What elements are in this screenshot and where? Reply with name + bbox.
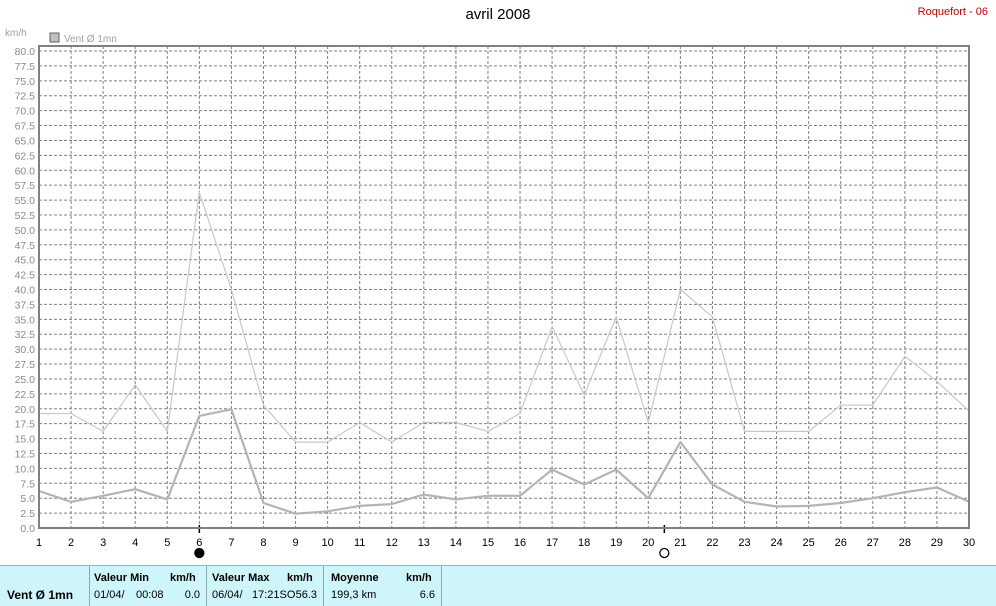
y-tick-label: 40.0 <box>15 285 36 297</box>
avg-unit: km/h <box>406 572 432 584</box>
y-tick-label: 12.5 <box>15 448 36 460</box>
x-tick-label: 3 <box>100 537 106 549</box>
avg-value: 6.6 <box>419 589 435 601</box>
x-tick-label: 15 <box>482 537 494 549</box>
y-tick-label: 55.0 <box>15 195 36 207</box>
wind-chart: 0.0 2.5 5.0 7.5 10.0 12.5 15.0 17.5 20.0 22.5 25.0… <box>5 28 975 559</box>
grid <box>39 46 969 528</box>
y-tick-label: 60.0 <box>15 165 36 177</box>
series-line-max <box>39 191 970 443</box>
y-tick-label: 17.5 <box>15 419 36 431</box>
x-tick-label: 4 <box>132 537 138 549</box>
min-date: 01/04/ <box>94 589 125 601</box>
max-unit: km/h <box>287 572 313 584</box>
y-tick-label: 57.5 <box>15 180 36 192</box>
y-axis-ticks: 0.0 2.5 5.0 7.5 10.0 12.5 15.0 17.5 20.0 22.5 25.0… <box>15 46 36 535</box>
y-tick-label: 2.5 <box>20 508 35 520</box>
stats-series-name: Vent Ø 1mn <box>7 588 74 602</box>
y-tick-label: 5.0 <box>20 493 35 505</box>
y-tick-label: 7.5 <box>20 478 35 490</box>
y-tick-label: 72.5 <box>15 91 36 103</box>
max-value: 56.3 <box>295 589 317 601</box>
x-tick-label: 20 <box>642 537 654 549</box>
x-tick-label: 14 <box>450 537 462 549</box>
y-unit-label: km/h <box>5 28 27 39</box>
min-unit: km/h <box>170 572 196 584</box>
x-tick-label: 22 <box>706 537 718 549</box>
y-tick-label: 32.5 <box>15 329 36 341</box>
avg-header: Moyenne <box>331 572 379 584</box>
max-date: 06/04/ <box>212 589 243 601</box>
stats-max-cell: Valeur Max km/h 06/04/ 17:21SO 56.3 <box>206 566 323 606</box>
min-header: Valeur Min <box>94 572 150 584</box>
x-axis-ticks: 1 2 3 4 5 6 7 8 9 10 11 12 13 14 15 16 17 18 19 20 21 22 23 24 2… <box>36 537 975 549</box>
stats-min-cell: Valeur Min km/h 01/04/ 00:08 0.0 <box>89 566 206 606</box>
y-tick-label: 20.0 <box>15 404 36 416</box>
moon-marker-open-circle <box>659 547 670 559</box>
x-tick-label: 29 <box>931 537 943 549</box>
x-tick-label: 26 <box>835 537 847 549</box>
y-tick-label: 30.0 <box>15 344 36 356</box>
y-tick-label: 35.0 <box>15 314 36 326</box>
x-tick-label: 11 <box>354 537 365 549</box>
y-tick-label: 70.0 <box>15 106 36 118</box>
min-time: 00:08 <box>136 589 164 601</box>
y-tick-label: 10.0 <box>15 463 36 475</box>
x-tick-label: 19 <box>610 537 622 549</box>
x-tick-label: 18 <box>578 537 590 549</box>
y-tick-label: 67.5 <box>15 121 36 133</box>
y-tick-label: 77.5 <box>15 61 36 73</box>
y-tick-label: 47.5 <box>15 240 36 252</box>
x-tick-label: 17 <box>546 537 558 549</box>
x-tick-label: 28 <box>899 537 911 549</box>
y-tick-label: 37.5 <box>15 299 36 311</box>
y-tick-label: 62.5 <box>15 150 36 162</box>
stats-avg-cell: Moyenne km/h 199,3 km 6.6 <box>323 566 442 606</box>
avg-distance: 199,3 km <box>331 589 377 601</box>
x-tick-label: 9 <box>292 537 298 549</box>
x-tick-label: 7 <box>228 537 234 549</box>
chart-title: avril 2008 <box>465 6 531 23</box>
x-tick-label: 6 <box>196 537 202 549</box>
legend-label: Vent Ø 1mn <box>64 34 117 45</box>
x-tick-label: 21 <box>674 537 686 549</box>
y-tick-label: 22.5 <box>15 389 36 401</box>
series-line-avg <box>38 408 970 515</box>
max-time: 17:21SO <box>252 589 296 601</box>
plot-frame <box>38 45 970 529</box>
x-tick-label: 12 <box>386 537 398 549</box>
x-tick-label: 30 <box>963 537 975 549</box>
y-tick-label: 15.0 <box>15 434 36 446</box>
x-tick-label: 23 <box>738 537 750 549</box>
min-value: 0.0 <box>184 589 200 601</box>
y-tick-label: 75.0 <box>15 76 36 88</box>
stats-panel: Vent Ø 1mn Valeur Min km/h 01/04/ 00:08 … <box>0 565 996 606</box>
station-name: Roquefort - 06 <box>917 6 988 18</box>
x-tick-label: 27 <box>867 537 879 549</box>
y-tick-label: 50.0 <box>15 225 36 237</box>
x-tick-label: 8 <box>260 537 266 549</box>
y-tick-label: 80.0 <box>15 46 36 58</box>
y-tick-label: 52.5 <box>15 210 36 222</box>
y-tick-label: 25.0 <box>15 374 36 386</box>
x-tick-label: 13 <box>418 537 430 549</box>
y-tick-label: 42.5 <box>15 270 36 282</box>
x-tick-label: 24 <box>770 537 782 549</box>
y-tick-label: 27.5 <box>15 359 36 371</box>
series-layer <box>38 191 970 515</box>
x-tick-label: 2 <box>68 537 74 549</box>
legend-swatch <box>49 32 60 43</box>
moon-marker-filled-circle <box>194 547 205 559</box>
moon-markers <box>194 525 670 559</box>
x-tick-label: 25 <box>803 537 815 549</box>
y-tick-label: 0.0 <box>20 523 35 535</box>
x-tick-label: 16 <box>514 537 526 549</box>
x-tick-label: 1 <box>36 537 42 549</box>
y-tick-label: 45.0 <box>15 255 36 267</box>
y-tick-label: 65.0 <box>15 135 36 147</box>
x-tick-label: 5 <box>164 537 170 549</box>
max-header: Valeur Max <box>212 572 270 584</box>
x-tick-label: 10 <box>321 537 333 549</box>
